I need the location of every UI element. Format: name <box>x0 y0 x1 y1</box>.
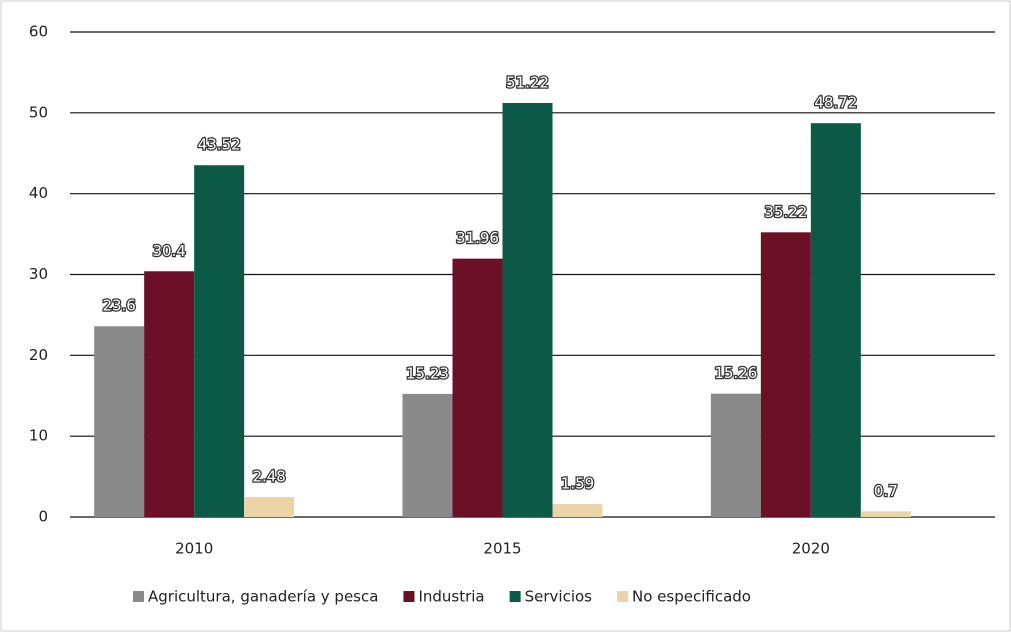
value-label: 48.72 <box>814 94 857 112</box>
bar <box>552 504 603 517</box>
value-label: 23.6 <box>102 297 135 315</box>
y-tick-label: 30 <box>29 265 48 283</box>
bar <box>194 165 245 518</box>
bar <box>144 271 195 517</box>
x-tick-label: 2020 <box>792 540 830 558</box>
y-tick-label: 0 <box>38 508 48 526</box>
legend-swatch <box>617 591 628 602</box>
value-label: 30.4 <box>152 242 185 260</box>
bar <box>94 326 145 517</box>
x-tick-label: 2010 <box>175 540 213 558</box>
bar <box>244 496 295 517</box>
legend-label: No especificado <box>632 588 751 606</box>
legend-swatch <box>509 591 521 602</box>
bar <box>502 102 553 517</box>
bar <box>402 393 453 517</box>
value-label: 15.23 <box>406 364 449 382</box>
bar <box>810 123 861 518</box>
legend-swatch <box>133 591 144 602</box>
value-label: 43.52 <box>198 136 241 154</box>
legend-label: Servicios <box>525 588 593 606</box>
bar <box>860 511 911 517</box>
y-tick-label: 10 <box>29 427 48 445</box>
bar <box>452 258 503 517</box>
y-tick-label: 40 <box>29 184 48 202</box>
legend-label: Agricultura, ganadería y pesca <box>148 588 378 606</box>
bar <box>760 232 811 517</box>
value-label: 0.7 <box>874 482 898 500</box>
legend-label: Industria <box>418 588 484 606</box>
legend-swatch <box>403 591 415 602</box>
bar <box>710 393 761 517</box>
y-tick-label: 20 <box>29 346 48 364</box>
x-tick-label: 2015 <box>483 540 521 558</box>
value-label: 15.26 <box>714 364 757 382</box>
value-label: 31.96 <box>456 229 499 247</box>
y-tick-label: 60 <box>29 23 48 41</box>
value-label: 1.59 <box>561 475 594 493</box>
y-tick-label: 50 <box>29 103 48 121</box>
value-label: 35.22 <box>764 203 807 221</box>
value-label: 2.48 <box>252 467 285 485</box>
value-label: 51.22 <box>506 73 549 91</box>
